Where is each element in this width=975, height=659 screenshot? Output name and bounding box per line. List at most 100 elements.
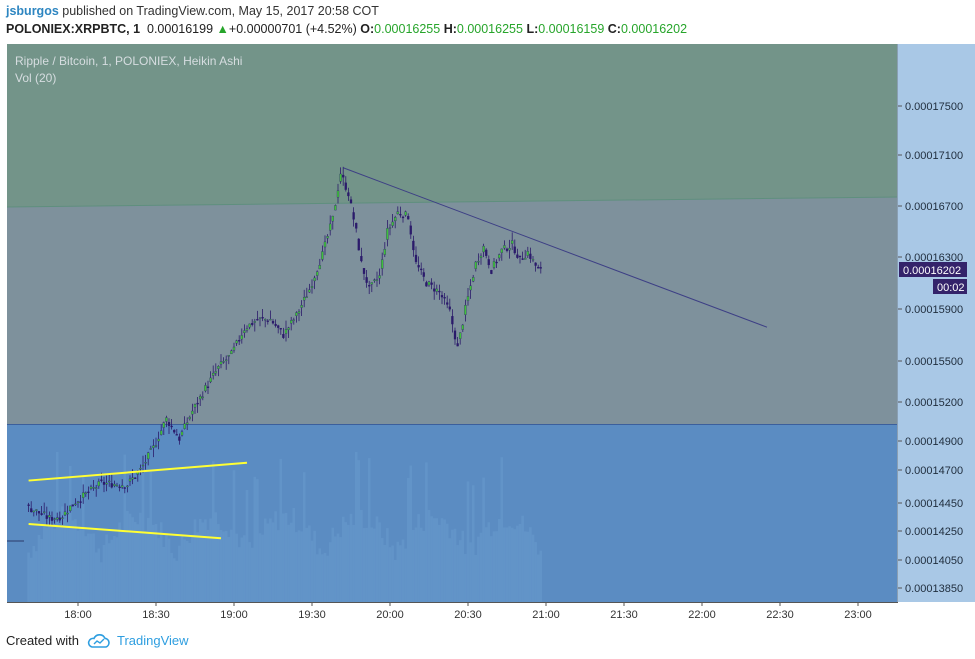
volume-bar	[224, 530, 228, 602]
candle-up	[53, 517, 56, 524]
candle-up	[32, 510, 35, 517]
volume-bar	[302, 472, 306, 602]
volume-bar	[495, 531, 498, 602]
volume-bar	[222, 531, 225, 602]
volume-bar	[466, 481, 470, 602]
volume-bar	[253, 476, 257, 602]
volume-bar	[451, 529, 454, 602]
volume-bar	[45, 527, 49, 602]
channel-upper-line[interactable]	[28, 461, 248, 482]
time-axis-ticks: 18:00 18:30 19:00 19:30 20:00 20:30 21:00 21:30…	[64, 602, 872, 621]
candle-up	[69, 505, 72, 513]
candle-down	[490, 269, 493, 275]
time-axis[interactable]	[7, 603, 898, 624]
volume-bar	[235, 533, 238, 602]
volume-bar	[131, 517, 134, 602]
candle-up	[464, 299, 467, 322]
candle-down	[175, 428, 178, 436]
volume-bar	[32, 545, 36, 602]
volume-bar	[48, 520, 51, 602]
candle-up	[474, 260, 477, 272]
time-tick-label: 22:00	[688, 609, 716, 621]
candle-down	[349, 196, 353, 204]
volume-bar	[440, 518, 444, 602]
candle-up	[230, 349, 233, 355]
candle-up	[292, 317, 295, 325]
tradingview-link[interactable]: TradingView	[116, 633, 189, 648]
candle-up	[48, 511, 51, 525]
candle-down	[438, 284, 441, 300]
series-title: Ripple / Bitcoin, 1, POLONIEX, Heikin As…	[15, 54, 242, 68]
volume-bar	[154, 524, 158, 602]
volume-bar	[518, 523, 522, 602]
volume-bar	[328, 542, 332, 602]
candle-down	[266, 319, 269, 325]
candle-up	[459, 332, 462, 345]
price-axis[interactable]	[898, 44, 975, 602]
candle-down	[123, 486, 126, 494]
candle-up	[225, 355, 228, 370]
volume-bar	[357, 460, 361, 602]
volume-bar	[352, 524, 355, 602]
volume-bar	[523, 531, 527, 602]
candle-up	[201, 391, 204, 401]
volume-bar	[513, 529, 517, 602]
price-tick-label: 0.00017100	[905, 150, 963, 162]
volume-bar	[292, 507, 296, 602]
candle-down	[412, 235, 415, 257]
candle-up	[235, 339, 238, 347]
volume-bar	[279, 458, 283, 602]
candle-down	[446, 295, 449, 309]
volume-bar	[193, 519, 197, 602]
volume-bar	[191, 535, 194, 602]
close-value: 0.00016202	[620, 22, 688, 36]
volume-bar	[50, 521, 54, 602]
volume-bar	[438, 524, 441, 602]
candle-up	[370, 282, 373, 293]
volume-bar	[100, 562, 103, 602]
trendline[interactable]	[343, 167, 768, 328]
price-tick-label: 0.00014050	[905, 555, 963, 567]
volume-bar	[102, 544, 106, 602]
volume-bar	[92, 533, 95, 602]
time-tick-label: 21:30	[610, 609, 638, 621]
volume-bar	[521, 515, 524, 602]
volume-bar	[256, 479, 259, 602]
volume-bar	[76, 530, 80, 602]
candle-up	[245, 325, 249, 333]
volume-bar	[271, 522, 275, 602]
candle-up	[144, 454, 147, 470]
channel-lower-line[interactable]	[28, 523, 222, 540]
candle-down	[347, 187, 350, 201]
author-username[interactable]: jsburgos	[6, 4, 59, 18]
candle-up	[331, 215, 334, 230]
price-tick-label: 0.00015900	[905, 304, 963, 316]
candle-down	[251, 319, 254, 327]
volume-bar	[331, 527, 335, 602]
candle-up	[66, 505, 69, 523]
volume-bar	[464, 554, 467, 602]
volume-bar	[146, 517, 150, 602]
chart-legend: Ripple / Bitcoin, 1, POLONIEX, Heikin As…	[15, 54, 242, 85]
volume-bar	[490, 536, 493, 602]
candle-down	[344, 176, 347, 192]
volume-bar	[477, 536, 480, 602]
low-label: L:	[526, 22, 539, 36]
candle-up	[115, 482, 119, 487]
volume-bar	[435, 518, 439, 602]
volume-bar	[534, 542, 537, 602]
candle-down	[282, 327, 285, 339]
candle-up	[212, 365, 215, 380]
time-tick-label: 20:30	[454, 609, 482, 621]
candle-down	[206, 380, 210, 394]
high-value: 0.00016255	[456, 22, 523, 36]
candle-up	[482, 243, 485, 258]
candle-down	[422, 268, 425, 282]
candle-down	[167, 418, 171, 434]
volume-bar	[261, 534, 264, 602]
candle-down	[513, 239, 516, 255]
price-tick-label: 0.00015200	[905, 397, 963, 409]
candle-up	[334, 204, 337, 211]
candle-up	[222, 357, 225, 364]
